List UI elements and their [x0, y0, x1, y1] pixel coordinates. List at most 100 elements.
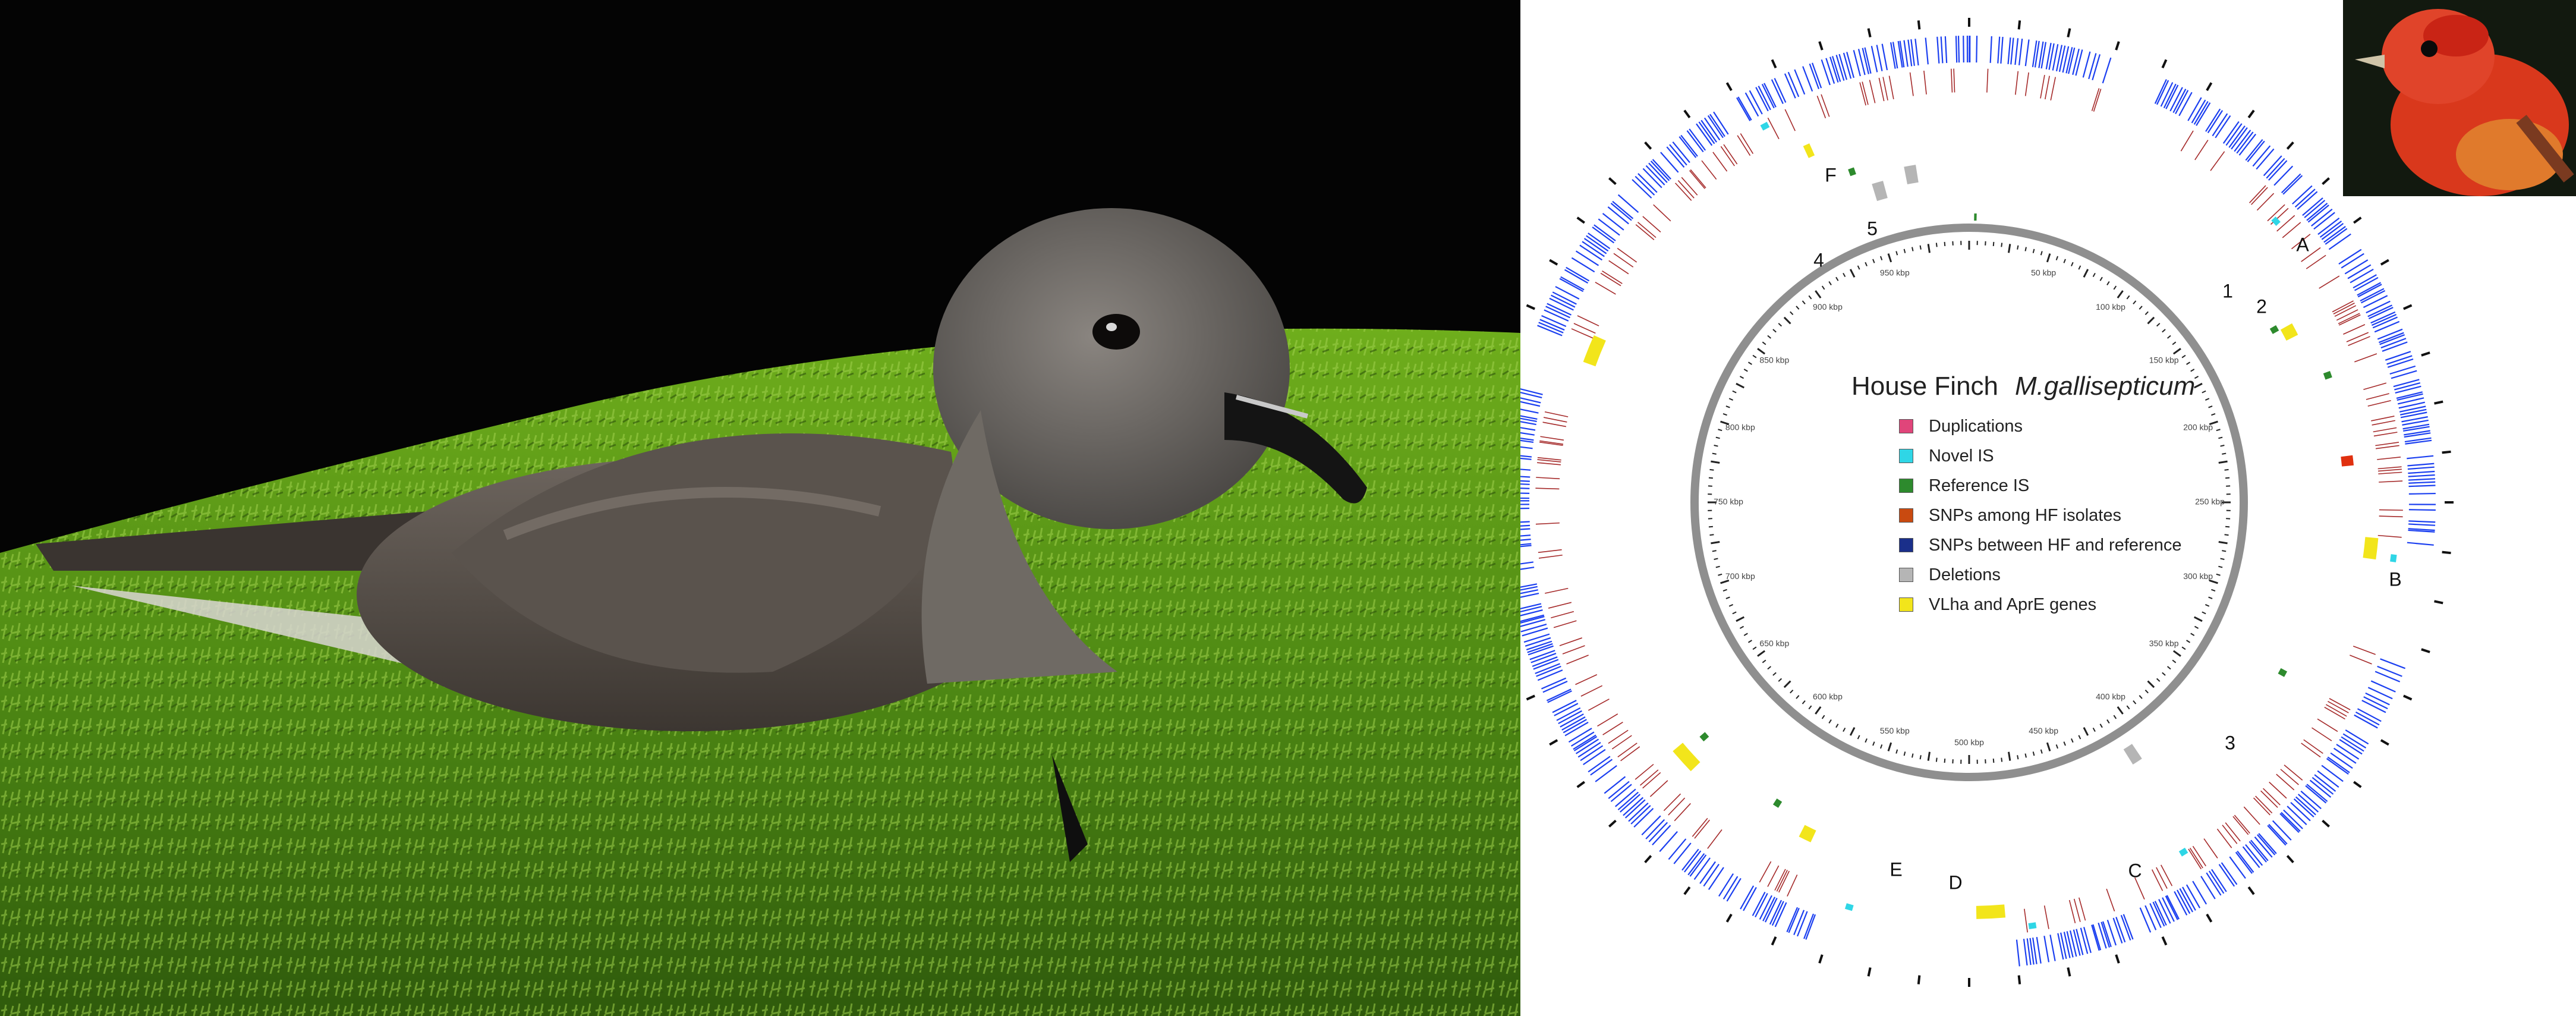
- snp-between-mark: [2052, 44, 2059, 71]
- outer-tick: [1867, 967, 1872, 977]
- snp-between-mark: [2158, 899, 2171, 924]
- scale-tick: [2218, 436, 2223, 439]
- novel-is-arc: [1760, 121, 1770, 131]
- vlha-arc: [2363, 537, 2379, 560]
- snp-between-mark: [1744, 92, 1759, 117]
- scale-tick: [1736, 382, 1745, 389]
- snp-between-mark: [1588, 232, 1611, 249]
- deletion-arc: [1872, 181, 1888, 202]
- snp-between-mark: [1520, 606, 1542, 613]
- snp-between-mark: [1520, 524, 1531, 527]
- snp-between-mark: [1610, 203, 1632, 221]
- snp-between-mark: [1903, 40, 1909, 67]
- snp-between-mark: [1832, 56, 1841, 82]
- snp-between-mark: [2258, 833, 2277, 854]
- snp-between-mark: [1547, 690, 1572, 703]
- snp-between-mark: [1563, 719, 1587, 734]
- snp-among-mark: [2194, 140, 2209, 161]
- reference-is-arc: [2278, 668, 2288, 677]
- snp-between-mark: [1925, 37, 1929, 65]
- feature-label-5: 5: [1867, 218, 1878, 240]
- snp-between-mark: [2192, 880, 2207, 905]
- scale-tick: [1739, 376, 1744, 379]
- snp-among-mark: [1923, 70, 1927, 95]
- snp-among-mark: [1566, 655, 1589, 665]
- outer-tick: [1683, 109, 1691, 118]
- house-finch-photo: [2343, 0, 2576, 196]
- scale-tick: [1718, 429, 1722, 432]
- snp-between-mark: [1560, 276, 1585, 291]
- tick-label: 600 kbp: [1813, 691, 1843, 701]
- scale-tick: [2024, 247, 2027, 251]
- scale-tick: [1835, 276, 1839, 281]
- scale-tick: [1718, 573, 1722, 576]
- scale-tick: [2071, 262, 2074, 267]
- scale-tick: [1887, 253, 1892, 263]
- snp-between-mark: [1997, 36, 2001, 64]
- snp-between-mark: [1520, 415, 1538, 420]
- title-host: House Finch: [1851, 372, 1999, 401]
- scale-tick: [2156, 323, 2161, 327]
- snp-among-mark: [1539, 440, 1564, 445]
- tick-label: 850 kbp: [1759, 356, 1789, 365]
- snp-between-mark: [2396, 391, 2423, 400]
- scale-tick: [2117, 290, 2124, 299]
- snp-among-mark: [2161, 864, 2173, 886]
- scale-tick: [2040, 251, 2043, 256]
- snp-among-mark: [2328, 700, 2349, 713]
- snp-between-mark: [2338, 249, 2362, 265]
- tick-label: 500 kbp: [1954, 738, 1984, 747]
- snp-among-mark: [2319, 275, 2340, 289]
- legend-item-vlha-apre: VLha and AprE genes: [1899, 590, 2182, 619]
- outer-tick: [1683, 886, 1691, 895]
- snp-between-mark: [2162, 897, 2175, 922]
- outer-tick: [1644, 141, 1652, 150]
- snp-between-mark: [1963, 36, 1964, 63]
- scale-tick: [2205, 398, 2210, 401]
- snp-between-mark: [2370, 680, 2396, 693]
- snp-among-mark: [1535, 487, 1560, 490]
- snp-among-mark: [1602, 721, 1623, 735]
- deletion-arc: [2123, 744, 2142, 765]
- snp-between-mark: [2407, 463, 2435, 467]
- scale-tick: [2017, 245, 2019, 250]
- legend-label: SNPs among HF isolates: [1929, 505, 2121, 525]
- scale-tick: [2092, 727, 2096, 732]
- novel-is-arc: [1844, 903, 1854, 911]
- snp-between-mark: [2408, 528, 2435, 531]
- outer-tick: [1608, 819, 1617, 828]
- snp-between-mark: [1680, 134, 1698, 157]
- snp-between-mark: [2279, 813, 2300, 833]
- snp-between-mark: [2385, 351, 2411, 361]
- scale-tick: [2117, 706, 2124, 715]
- scale-tick: [1872, 259, 1875, 263]
- snp-among-mark: [2079, 897, 2086, 921]
- scale-tick: [1935, 757, 1938, 762]
- snp-among-mark: [2291, 234, 2311, 250]
- snp-between-mark: [2397, 393, 2423, 401]
- outer-tick: [2434, 600, 2443, 605]
- outer-tick: [2442, 450, 2451, 454]
- snp-between-mark: [1610, 784, 1632, 803]
- snp-between-mark: [1520, 623, 1547, 633]
- scale-tick: [1762, 341, 1766, 345]
- snp-between-mark: [1520, 615, 1545, 624]
- snp-between-mark: [1564, 269, 1589, 284]
- snp-among-mark: [1535, 522, 1560, 525]
- snp-between-mark: [1520, 432, 1535, 436]
- snp-between-mark: [2007, 37, 2011, 65]
- snp-among-mark: [1784, 109, 1796, 131]
- snp-between-mark: [2072, 48, 2080, 76]
- snp-between-mark: [1743, 887, 1757, 911]
- snp-between-mark: [2379, 334, 2405, 345]
- snp-among-mark: [1951, 68, 1953, 93]
- tick-label: 800 kbp: [1725, 423, 1755, 432]
- scale-tick: [2008, 244, 2011, 253]
- scale-tick: [2211, 589, 2216, 592]
- snp-among-mark: [1737, 135, 1751, 156]
- snp-between-mark: [2247, 140, 2265, 162]
- snp-between-mark: [1762, 897, 1776, 921]
- snp-between-mark: [1624, 799, 1646, 819]
- snp-between-mark: [2408, 478, 2436, 481]
- snp-among-mark: [2156, 867, 2168, 889]
